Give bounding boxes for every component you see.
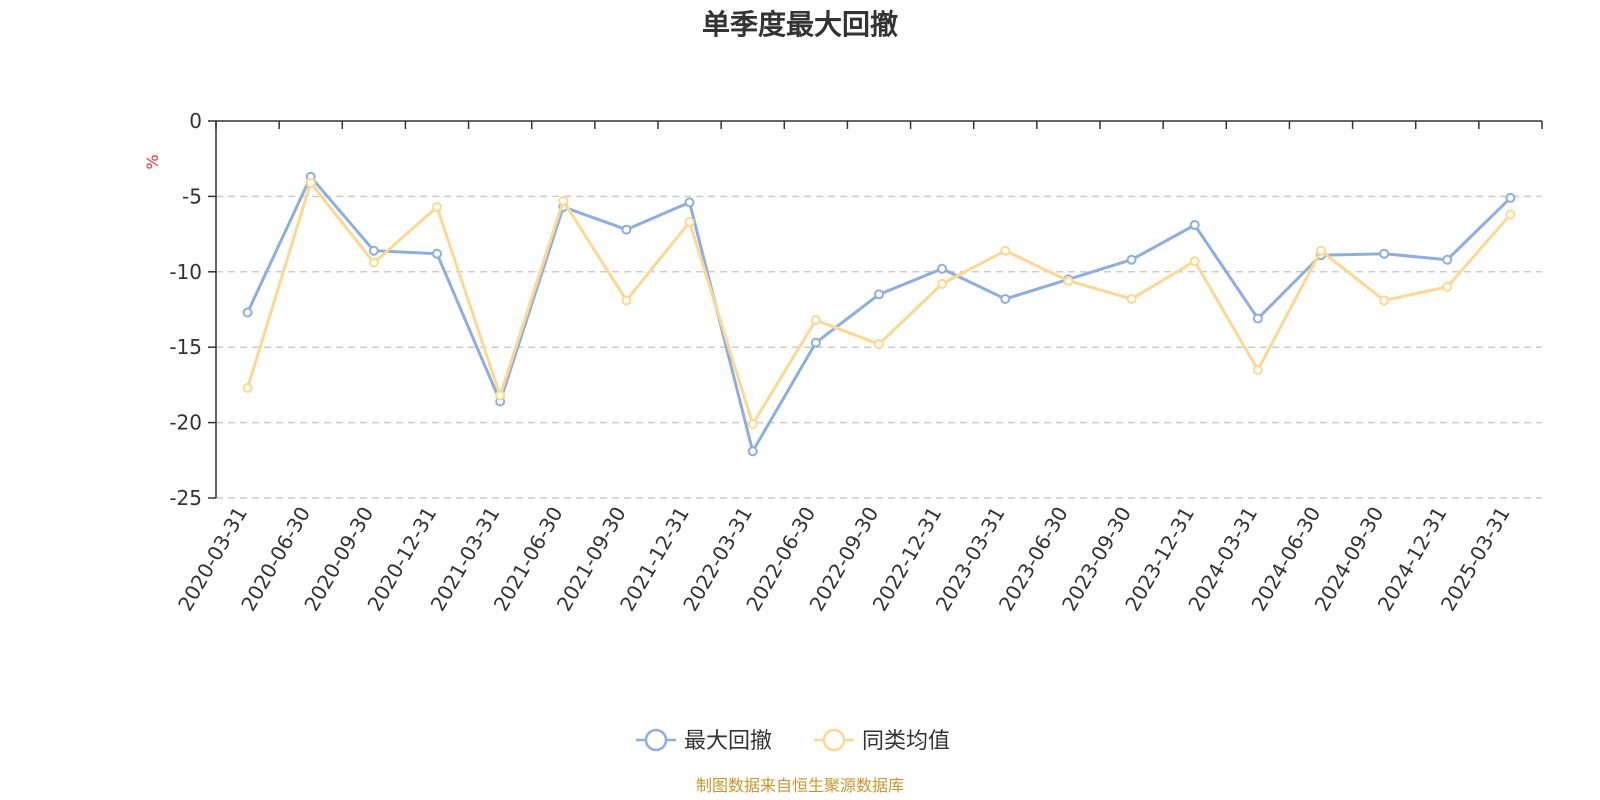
y-tick-labels: 0 -5 -10 -15 -20 -25 bbox=[169, 109, 202, 510]
data-point[interactable] bbox=[810, 337, 821, 348]
data-point[interactable] bbox=[1189, 220, 1200, 231]
y-tick-label: -25 bbox=[169, 486, 202, 510]
axes bbox=[208, 120, 1543, 499]
data-point[interactable] bbox=[810, 315, 821, 326]
data-point[interactable] bbox=[1316, 245, 1326, 256]
data-point[interactable] bbox=[1379, 295, 1390, 306]
data-point[interactable] bbox=[747, 419, 758, 430]
legend-label: 同类均值 bbox=[862, 729, 950, 754]
data-point[interactable] bbox=[432, 201, 442, 212]
data-point[interactable] bbox=[1252, 364, 1263, 375]
data-point[interactable] bbox=[1000, 245, 1011, 256]
data-point[interactable] bbox=[1063, 275, 1074, 286]
data-point[interactable] bbox=[1379, 248, 1390, 259]
data-point[interactable] bbox=[368, 257, 379, 268]
series-line-1 bbox=[246, 181, 1512, 426]
data-point[interactable] bbox=[937, 263, 948, 274]
legend-marker-icon bbox=[822, 728, 846, 752]
data-point[interactable] bbox=[1442, 254, 1453, 265]
chart-title: 单季度最大回撤 bbox=[702, 8, 898, 41]
data-point[interactable] bbox=[874, 339, 884, 350]
data-point[interactable] bbox=[242, 382, 253, 393]
data-point[interactable] bbox=[1505, 192, 1516, 203]
data-point[interactable] bbox=[558, 195, 569, 206]
data-point[interactable] bbox=[368, 245, 379, 256]
y-tick-label: -5 bbox=[182, 184, 202, 208]
data-point[interactable] bbox=[242, 307, 253, 318]
legend[interactable]: 最大回撤 同类均值 bbox=[636, 728, 950, 754]
data-point[interactable] bbox=[747, 446, 758, 457]
data-point[interactable] bbox=[432, 248, 442, 259]
data-point[interactable] bbox=[684, 197, 695, 208]
data-point[interactable] bbox=[305, 177, 316, 188]
series-line-0 bbox=[246, 175, 1512, 453]
data-point[interactable] bbox=[874, 289, 884, 300]
series-layer bbox=[242, 171, 1516, 457]
data-point[interactable] bbox=[1126, 293, 1137, 304]
data-point[interactable] bbox=[1505, 209, 1516, 220]
data-point[interactable] bbox=[684, 217, 695, 228]
data-point[interactable] bbox=[495, 390, 506, 401]
data-point[interactable] bbox=[1000, 293, 1011, 304]
legend-label: 最大回撤 bbox=[684, 729, 772, 754]
legend-item-1[interactable]: 同类均值 bbox=[814, 728, 950, 754]
data-point[interactable] bbox=[937, 278, 948, 289]
data-point[interactable] bbox=[621, 224, 632, 235]
y-tick-label: -20 bbox=[169, 411, 202, 435]
y-axis-unit: % bbox=[143, 154, 162, 169]
data-point[interactable] bbox=[1126, 254, 1137, 265]
data-point[interactable] bbox=[1252, 313, 1263, 324]
y-tick-label: -15 bbox=[169, 335, 202, 359]
legend-marker-icon bbox=[644, 728, 668, 752]
data-point[interactable] bbox=[1189, 256, 1200, 267]
data-point[interactable] bbox=[1442, 281, 1453, 292]
x-tick-labels: 2020-03-312020-06-302020-09-302020-12-31… bbox=[173, 502, 1515, 615]
legend-item-0[interactable]: 最大回撤 bbox=[636, 728, 772, 754]
y-tick-label: 0 bbox=[189, 109, 202, 133]
data-point[interactable] bbox=[621, 295, 632, 306]
data-source-note: 制图数据来自恒生聚源数据库 bbox=[696, 776, 904, 795]
y-tick-label: -10 bbox=[169, 260, 202, 284]
